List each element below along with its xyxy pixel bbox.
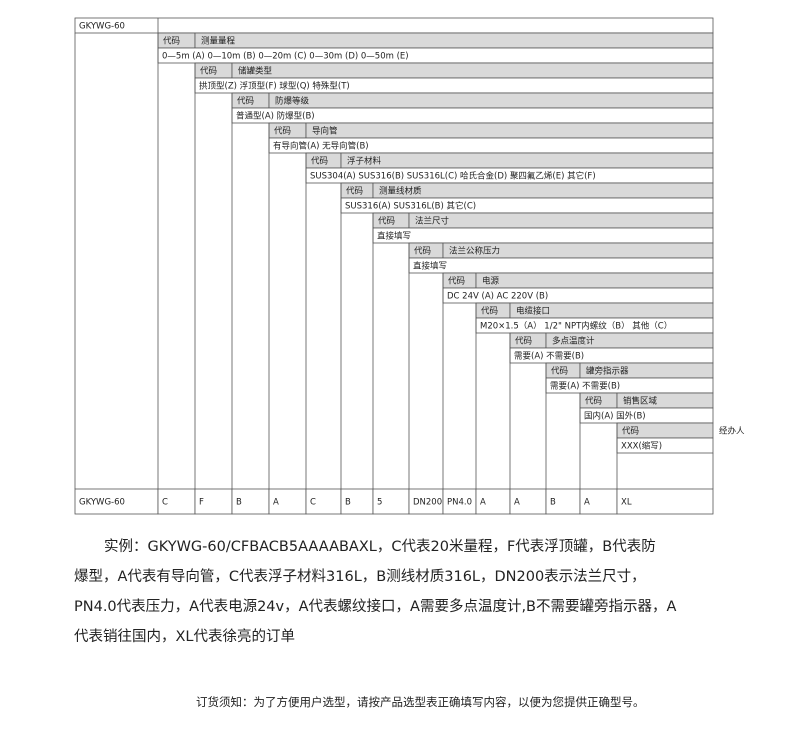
header-cell <box>74 17 714 34</box>
result-value: XL <box>621 498 632 508</box>
name-cell <box>268 92 714 109</box>
name-cell <box>340 152 714 169</box>
field-name: 罐旁指示器 <box>586 366 629 377</box>
options: XXX(缩写) <box>621 441 662 452</box>
example-line: PN4.0代表压力，A代表电源24v，A代表螺纹接口，A需要多点温度计,B不需要… <box>74 599 677 615</box>
options-cell <box>408 257 714 274</box>
field-name: 储罐类型 <box>238 66 273 77</box>
code-label: 代码 <box>274 126 291 137</box>
field-name: 导向管 <box>312 126 338 137</box>
field-name: 浮子材料 <box>347 156 382 167</box>
result-value: A <box>514 498 520 508</box>
result-cell <box>268 488 307 515</box>
field-name: 经办人 <box>719 426 745 437</box>
result-cell <box>372 488 410 515</box>
code-label: 代码 <box>311 156 328 167</box>
result-cell <box>157 488 196 515</box>
options: DC 24V (A) AC 220V (B) <box>447 292 548 302</box>
options: 国内(A) 国外(B) <box>584 411 646 422</box>
result-value: F <box>199 498 204 508</box>
result-value: B <box>236 498 242 508</box>
result-cell <box>305 488 342 515</box>
result-cell <box>616 488 714 515</box>
field-name: 测量线材质 <box>379 186 422 197</box>
example-text: 实例：GKYWG-60/CFBACB5AAAABAXL，C代表20米量程，F代表… <box>74 532 774 652</box>
result-cell <box>340 488 374 515</box>
code-label: 代码 <box>237 96 254 107</box>
name-cell <box>408 212 714 229</box>
options: SUS304(A) SUS316(B) SUS316L(C) 哈氏合金(D) 聚… <box>310 171 596 182</box>
options: 直接填写 <box>413 261 447 272</box>
model: GKYWG-60 <box>79 22 125 32</box>
result-cell <box>194 488 233 515</box>
code-label: 代码 <box>481 306 498 317</box>
options: 需要(A) 不需要(B) <box>550 382 620 392</box>
result-cell <box>579 488 618 515</box>
result-value: C <box>310 498 316 508</box>
field-name: 防爆等级 <box>275 96 310 107</box>
field-name: 测量量程 <box>201 37 236 47</box>
result-cell <box>545 488 581 515</box>
options: SUS316(A) SUS316L(B) 其它(C) <box>345 201 476 212</box>
name-cell <box>194 32 714 49</box>
field-name: 电缆接口 <box>516 306 550 317</box>
order-note: 订货须知：为了方便用户选型，请按产品选型表正确填写内容，以便为您提供正确型号。 <box>196 695 645 709</box>
example-line: 爆型，A代表有导向管，C代表浮子材料316L，B测线材质316L，DN200表示… <box>74 569 646 585</box>
field-name: 法兰公称压力 <box>449 246 500 257</box>
result-value: A <box>273 498 279 508</box>
options: 直接填写 <box>377 231 411 242</box>
options: M20×1.5（A） 1/2" NPT内螺纹（B） 其他（C） <box>480 321 672 332</box>
field-name: 电源 <box>482 276 500 287</box>
name-cell <box>231 62 714 79</box>
result-value: C <box>162 498 168 508</box>
example-line: 实例：GKYWG-60/CFBACB5AAAABAXL，C代表20米量程，F代表… <box>104 539 656 555</box>
options: 有导向管(A) 无导向管(B) <box>273 141 369 152</box>
result-cell <box>231 488 270 515</box>
result-value: PN4.0 <box>447 498 472 508</box>
name-cell <box>305 122 714 139</box>
code-label: 代码 <box>515 336 532 347</box>
result-value: B <box>345 498 351 508</box>
result-value: GKYWG-60 <box>79 498 125 508</box>
code-label: 代码 <box>200 66 217 77</box>
options: 0—5m (A) 0—10m (B) 0—20m (C) 0—30m (D) 0… <box>162 52 409 62</box>
result-value: 5 <box>377 498 382 508</box>
name-cell <box>475 272 714 289</box>
code-label: 代码 <box>585 396 602 407</box>
code-label: 代码 <box>346 186 363 197</box>
result-cell <box>475 488 511 515</box>
code-label: 代码 <box>414 246 431 257</box>
code-label: 代码 <box>551 366 568 377</box>
example-line: 代表销往国内，XL代表徐亮的订单 <box>74 629 296 645</box>
result-value: A <box>480 498 486 508</box>
result-cell <box>509 488 547 515</box>
field-name: 法兰尺寸 <box>415 216 450 227</box>
result-cell <box>408 488 444 515</box>
code-label: 代码 <box>378 216 395 227</box>
options-cell <box>372 227 714 244</box>
field-name: 销售区域 <box>623 396 658 407</box>
result-value: DN200 <box>413 498 442 508</box>
code-label: 代码 <box>448 276 465 287</box>
options: 普通型(A) 防爆型(B) <box>236 111 315 122</box>
field-name: 多点温度计 <box>552 336 595 347</box>
result-value: B <box>550 498 556 508</box>
code-label: 代码 <box>622 426 639 437</box>
selection-table: GKYWG-60 代码 测量量程 0—5m (A) 0—10m (B) 0—20m (… <box>74 17 745 515</box>
options: 需要(A) 不需要(B) <box>514 352 584 362</box>
options: 拱顶型(Z) 浮顶型(F) 球型(Q) 特殊型(T) <box>199 81 350 92</box>
result-value: A <box>584 498 590 508</box>
name-cell <box>372 182 714 199</box>
code-label: 代码 <box>163 36 180 47</box>
